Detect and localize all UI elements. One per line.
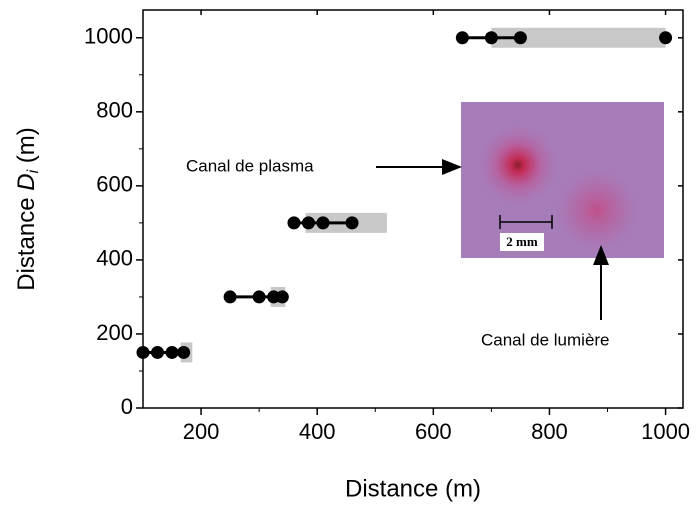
x-axis-title: Distance (m) (345, 475, 481, 502)
data-point (252, 290, 266, 304)
x-tick-label: 400 (299, 419, 336, 444)
light-spot (549, 162, 645, 258)
data-point (455, 31, 469, 45)
y-title-text: Distance (13, 197, 40, 290)
y-tick-label: 1000 (84, 24, 133, 49)
scale-bar (499, 215, 553, 229)
data-point (275, 290, 289, 304)
y-tick-label: 200 (96, 320, 133, 345)
data-point (177, 345, 191, 359)
x-tick-label: 200 (183, 419, 220, 444)
y-title-symbol: D (13, 173, 40, 190)
data-point (316, 216, 330, 230)
range-bar (491, 27, 666, 48)
plasma-spot (473, 120, 563, 210)
data-point (301, 216, 315, 230)
y-title-unit: (m) (13, 127, 40, 163)
data-point (484, 31, 498, 45)
y-axis-title: Distance Di (m) (13, 127, 46, 291)
annotation: Canal de lumière (481, 330, 610, 349)
y-tick-label: 600 (96, 172, 133, 197)
y-tick-label: 400 (96, 246, 133, 271)
scale-label-bg (500, 233, 544, 251)
x-tick-label: 600 (415, 419, 452, 444)
data-point (151, 345, 165, 359)
data-point (659, 31, 673, 45)
annotation: Canal de plasma (186, 156, 314, 175)
data-point (287, 216, 301, 230)
y-title-subscript: i (25, 169, 42, 173)
data-point (165, 345, 179, 359)
data-point (223, 290, 237, 304)
scale-label: 2 mm (506, 234, 538, 249)
plot-area: 200 400 600 800 1000 0 200 400 600 800 1000 (84, 9, 690, 444)
x-tick-label: 800 (531, 419, 568, 444)
y-tick-label: 0 (121, 394, 133, 419)
data-point (345, 216, 359, 230)
x-tick-label: 1000 (641, 419, 690, 444)
y-tick-label: 800 (96, 98, 133, 123)
axes-frame (142, 9, 684, 409)
data-point (513, 31, 527, 45)
inset-photo: 2 mm (461, 102, 664, 258)
